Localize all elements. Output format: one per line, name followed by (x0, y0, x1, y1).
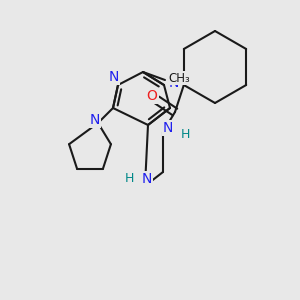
Text: N: N (90, 113, 100, 127)
Text: N: N (142, 172, 152, 186)
Text: N: N (169, 76, 179, 90)
Text: N: N (109, 70, 119, 84)
Text: CH₃: CH₃ (168, 71, 190, 85)
Text: H: H (180, 128, 190, 140)
Text: N: N (163, 121, 173, 135)
Text: H: H (124, 172, 134, 184)
Text: O: O (147, 89, 158, 103)
